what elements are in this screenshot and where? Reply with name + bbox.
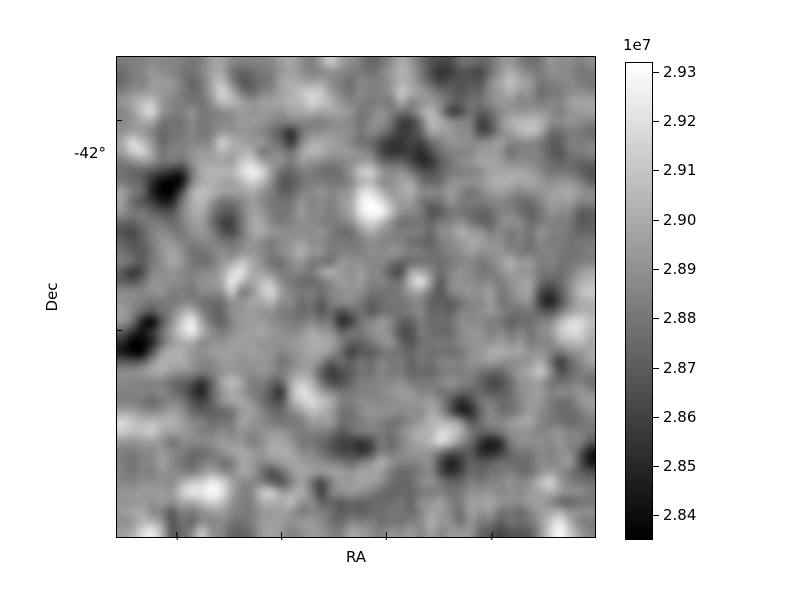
colorbar-tick-label-7: 2.86 [663,408,697,426]
colorbar-tick-9 [653,515,659,516]
x-tick-2 [385,531,388,541]
y-tick-label-dec: -42° [74,144,106,162]
colorbar-tick-label-4: 2.89 [663,260,697,278]
colorbar-tick-label-3: 2.90 [663,211,697,229]
y-tick-0 [116,120,122,121]
colorbar-tick-6 [653,368,659,369]
colorbar-offset-text: 1e7 [623,36,652,54]
colorbar-tick-3 [653,220,659,221]
y-axis-label: Dec [43,282,61,312]
y-tick-1 [116,330,122,331]
colorbar-tick-5 [653,318,659,319]
colorbar-tick-8 [653,466,659,467]
colorbar-tick-label-1: 2.92 [663,112,697,130]
x-tick-0 [176,531,179,541]
colorbar-tick-label-5: 2.88 [663,309,697,327]
colorbar-tick-4 [653,269,659,270]
colorbar[interactable] [625,62,653,540]
colorbar-tick-1 [653,121,659,122]
colorbar-tick-label-2: 2.91 [663,161,697,179]
colorbar-tick-label-0: 2.93 [663,63,697,81]
x-tick-1 [281,531,283,541]
colorbar-tick-0 [653,72,659,73]
x-tick-3 [491,531,494,541]
colorbar-tick-2 [653,170,659,171]
sky-image-heatmap [117,57,595,537]
colorbar-tick-label-6: 2.87 [663,359,697,377]
colorbar-tick-label-8: 2.85 [663,457,697,475]
sky-image-axes[interactable] [116,56,596,538]
colorbar-tick-7 [653,417,659,418]
colorbar-tick-label-9: 2.84 [663,506,697,524]
x-axis-label: RA [345,548,367,566]
